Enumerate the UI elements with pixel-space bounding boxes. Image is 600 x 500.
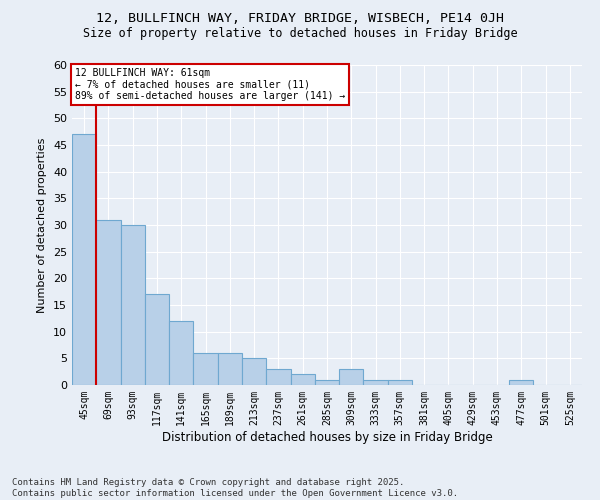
Text: Size of property relative to detached houses in Friday Bridge: Size of property relative to detached ho… [83, 28, 517, 40]
Bar [290, 374, 315, 385]
Bar [315, 380, 339, 385]
Bar [388, 380, 412, 385]
X-axis label: Distribution of detached houses by size in Friday Bridge: Distribution of detached houses by size … [161, 430, 493, 444]
Bar [509, 380, 533, 385]
Text: Contains HM Land Registry data © Crown copyright and database right 2025.
Contai: Contains HM Land Registry data © Crown c… [12, 478, 458, 498]
Bar [121, 225, 145, 385]
Bar [72, 134, 96, 385]
Text: 12, BULLFINCH WAY, FRIDAY BRIDGE, WISBECH, PE14 0JH: 12, BULLFINCH WAY, FRIDAY BRIDGE, WISBEC… [96, 12, 504, 26]
Y-axis label: Number of detached properties: Number of detached properties [37, 138, 47, 312]
Bar [169, 321, 193, 385]
Bar [193, 353, 218, 385]
Bar [242, 358, 266, 385]
Text: 12 BULLFINCH WAY: 61sqm
← 7% of detached houses are smaller (11)
89% of semi-det: 12 BULLFINCH WAY: 61sqm ← 7% of detached… [74, 68, 345, 102]
Bar [218, 353, 242, 385]
Bar [364, 380, 388, 385]
Bar [266, 369, 290, 385]
Bar [339, 369, 364, 385]
Bar [96, 220, 121, 385]
Bar [145, 294, 169, 385]
